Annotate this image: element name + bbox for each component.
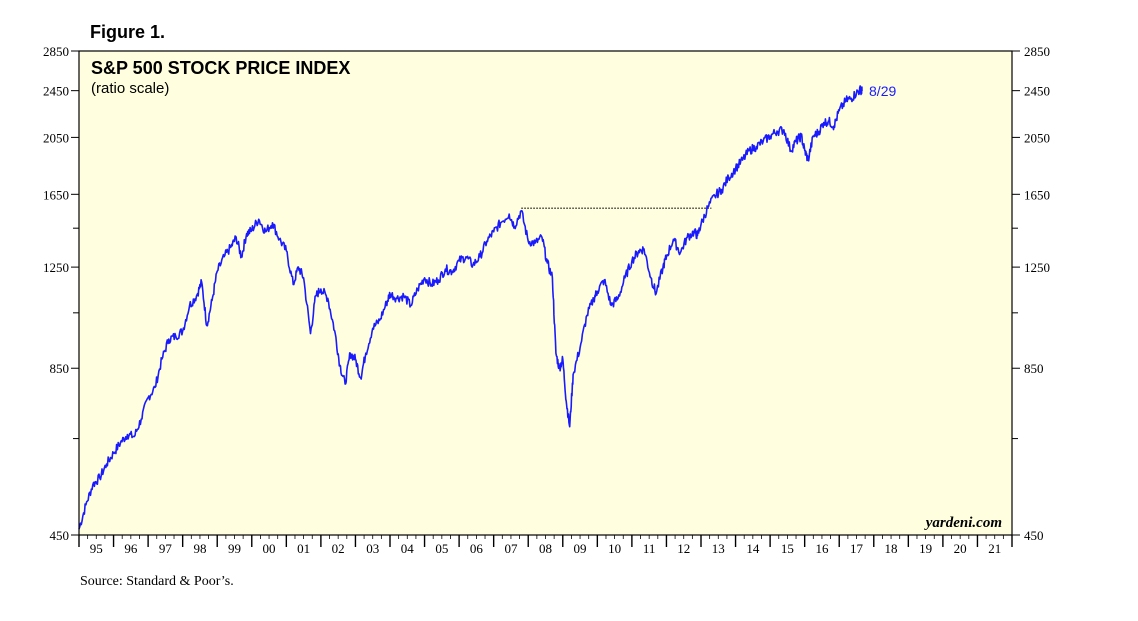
x-tick-label: 16 — [815, 541, 829, 556]
x-tick-label: 14 — [746, 541, 760, 556]
y-tick-label-left: 450 — [50, 528, 70, 543]
x-tick-label: 97 — [159, 541, 173, 556]
series-line — [78, 85, 863, 530]
x-tick-label: 12 — [677, 541, 690, 556]
x-tick-label: 11 — [643, 541, 656, 556]
x-tick-label: 99 — [228, 541, 241, 556]
source-note: Source: Standard & Poor’s. — [80, 574, 234, 589]
y-tick-label-right: 450 — [1024, 528, 1044, 543]
end-label: 8/29 — [869, 83, 896, 99]
y-tick-label-right: 2850 — [1024, 44, 1050, 59]
x-tick-label: 21 — [988, 541, 1001, 556]
chart-title: S&P 500 STOCK PRICE INDEX — [91, 58, 350, 78]
right-axis: 450 850 1250 1650 2050 2450 2850 — [1012, 44, 1050, 543]
y-tick-label-right: 1650 — [1024, 187, 1050, 202]
x-tick-label: 10 — [608, 541, 621, 556]
x-tick-label: 17 — [850, 541, 864, 556]
y-tick-label-right: 2450 — [1024, 84, 1050, 99]
bottom-axis: 95 96 97 98 99 00 01 02 03 04 05 06 07 08 09 10 11 12 13 14… — [78, 535, 1013, 556]
y-tick-label-left: 850 — [50, 361, 70, 376]
y-tick-label-left: 2850 — [43, 44, 69, 59]
x-tick-label: 00 — [263, 541, 276, 556]
x-tick-label: 18 — [885, 541, 898, 556]
y-tick-label-right: 2050 — [1024, 130, 1050, 145]
x-tick-label: 19 — [919, 541, 932, 556]
x-tick-label: 96 — [124, 541, 138, 556]
y-tick-label-left: 1650 — [43, 187, 69, 202]
x-tick-label: 15 — [781, 541, 794, 556]
plot-frame — [78, 50, 1013, 536]
y-tick-label-right: 1250 — [1024, 260, 1050, 275]
x-tick-label: 98 — [193, 541, 206, 556]
x-tick-label: 08 — [539, 541, 552, 556]
x-tick-label: 07 — [504, 541, 518, 556]
x-tick-label: 95 — [90, 541, 103, 556]
x-tick-label: 05 — [435, 541, 448, 556]
x-tick-label: 13 — [712, 541, 725, 556]
plot-area — [79, 51, 1012, 535]
x-tick-label: 01 — [297, 541, 310, 556]
chart-subtitle: (ratio scale) — [91, 80, 169, 97]
x-tick-label: 04 — [401, 541, 415, 556]
x-tick-label: 02 — [332, 541, 345, 556]
y-tick-label-right: 850 — [1024, 361, 1044, 376]
y-tick-label-left: 2450 — [43, 84, 69, 99]
x-tick-label: 03 — [366, 541, 379, 556]
watermark: yardeni.com — [924, 515, 1002, 531]
figure-label: Figure 1. — [90, 22, 166, 42]
left-axis: 450 850 1250 1650 2050 2450 2850 — [43, 44, 79, 543]
x-tick-label: 09 — [574, 541, 587, 556]
x-tick-label: 20 — [954, 541, 967, 556]
y-tick-label-left: 1250 — [43, 260, 69, 275]
x-tick-label: 06 — [470, 541, 484, 556]
y-tick-label-left: 2050 — [43, 130, 69, 145]
